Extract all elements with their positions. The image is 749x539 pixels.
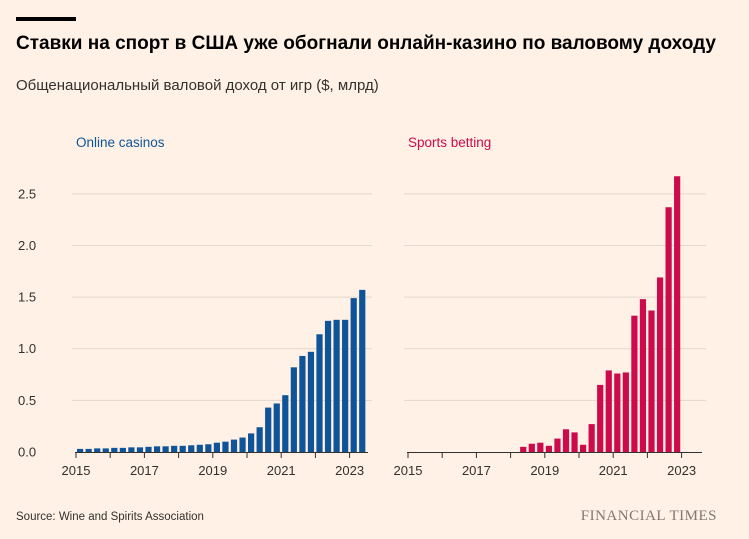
y-axis-ticks: 0.0 0.5 1.0 1.5 2.0 2.5 [18, 186, 36, 459]
panel-title-sports-betting: Sports betting [408, 135, 491, 150]
bar-online-casinos [162, 446, 169, 452]
bar-online-casinos [350, 298, 357, 452]
y-tick-label: 2.0 [18, 238, 36, 253]
bar-online-casinos [222, 441, 229, 452]
brand-bar [16, 17, 76, 21]
x-tick-label: 2017 [130, 463, 159, 478]
bar-online-casinos [102, 448, 109, 452]
source-note: Source: Wine and Spirits Association [16, 511, 204, 523]
x-tick-label: 2021 [599, 463, 628, 478]
bar-online-casinos [179, 445, 186, 452]
bars-online-casinos [77, 289, 366, 452]
bar-online-casinos [85, 448, 92, 452]
bar-online-casinos [171, 445, 178, 452]
bar-online-casinos [119, 447, 126, 452]
bar-sports-betting [631, 315, 638, 452]
bar-online-casinos [188, 445, 195, 452]
bar-online-casinos [136, 447, 144, 452]
y-tick-label: 0.0 [18, 445, 36, 460]
x-tick-label: 2015 [62, 463, 91, 478]
bar-sports-betting [656, 277, 664, 452]
bar-online-casinos [213, 442, 220, 452]
bar-online-casinos [145, 446, 152, 452]
bar-sports-betting [597, 384, 604, 452]
bar-online-casinos [248, 433, 255, 452]
bar-sports-betting [665, 207, 672, 452]
bar-sports-betting [528, 443, 535, 452]
y-tick-label: 1.5 [18, 290, 36, 305]
bar-online-casinos [359, 289, 366, 452]
x-tick-label: 2019 [198, 463, 227, 478]
bar-online-casinos [239, 437, 246, 452]
bar-online-casinos [342, 319, 349, 452]
x-tick-label: 2019 [530, 463, 559, 478]
x-tick-label: 2017 [462, 463, 491, 478]
bar-sports-betting [554, 438, 561, 452]
bar-online-casinos [77, 448, 84, 452]
x-tick-label: 2021 [267, 463, 296, 478]
bar-sports-betting [580, 444, 587, 452]
bar-sports-betting [571, 432, 578, 452]
y-tick-label: 0.5 [18, 393, 36, 408]
bars-sports-betting [520, 176, 681, 452]
bar-sports-betting [674, 176, 681, 452]
chart-subtitle: Общенациональный валовой доход от игр ($… [16, 77, 379, 94]
chart-title: Ставки на спорт в США уже обогнали онлай… [16, 33, 716, 54]
bar-sports-betting [562, 429, 570, 452]
bar-online-casinos [333, 319, 340, 452]
bar-sports-betting [588, 424, 595, 452]
bar-sports-betting [639, 299, 647, 452]
bar-online-casinos [290, 367, 297, 452]
bar-online-casinos [196, 444, 203, 452]
bar-online-casinos [111, 447, 118, 452]
bar-online-casinos [256, 427, 263, 452]
y-tick-label: 2.5 [18, 186, 36, 201]
bar-online-casinos [282, 395, 289, 452]
y-tick-label: 1.0 [18, 341, 36, 356]
bar-online-casinos [153, 446, 161, 452]
bar-online-casinos [324, 320, 332, 452]
bar-online-casinos [299, 355, 306, 452]
gridlines [72, 193, 706, 401]
bar-online-casinos [265, 407, 272, 452]
x-tick-label: 2015 [394, 463, 423, 478]
panel-title-online-casinos: Online casinos [76, 135, 165, 150]
bar-sports-betting [537, 442, 544, 452]
bar-online-casinos [273, 403, 280, 452]
x-tick-label: 2023 [667, 463, 696, 478]
bar-sports-betting [605, 370, 612, 452]
bar-online-casinos [94, 448, 101, 452]
bar-online-casinos [316, 334, 323, 452]
x-axes: 2015 2017 2019 2021 2023 2015 2017 2019 2021 2023 [62, 452, 702, 478]
x-tick-label: 2023 [335, 463, 364, 478]
ft-logo: FINANCIAL TIMES [580, 508, 717, 524]
bar-sports-betting [520, 446, 527, 452]
bar-online-casinos [128, 447, 135, 452]
bar-sports-betting [622, 372, 629, 452]
bar-online-casinos [205, 444, 212, 452]
bar-online-casinos [307, 351, 315, 452]
bar-sports-betting [648, 310, 655, 452]
bar-online-casinos [230, 439, 238, 452]
bar-sports-betting [545, 445, 552, 452]
bar-sports-betting [614, 373, 621, 452]
